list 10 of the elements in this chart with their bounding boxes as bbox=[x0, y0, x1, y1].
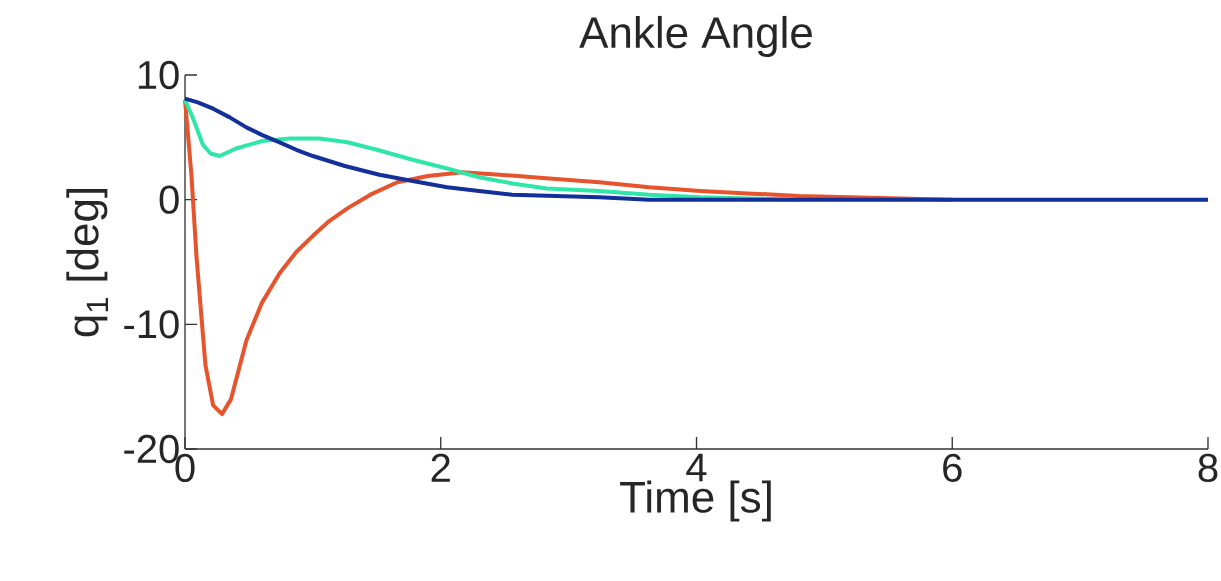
x-tick-label: 2 bbox=[431, 453, 450, 482]
x-axis-title: Time [s] bbox=[620, 480, 771, 522]
y-tick-label: -10 bbox=[124, 310, 179, 339]
y-axis-title: q$_{1}$ [deg] bbox=[66, 188, 108, 337]
y-tick-label: 10 bbox=[138, 60, 179, 90]
x-tick-label: 4 bbox=[686, 453, 707, 482]
x-tick-label: 8 bbox=[1198, 453, 1218, 483]
y-tick-label: 0 bbox=[159, 185, 179, 214]
chart-title: Ankle Angle bbox=[579, 15, 812, 57]
x-tick-label: 6 bbox=[943, 453, 962, 483]
